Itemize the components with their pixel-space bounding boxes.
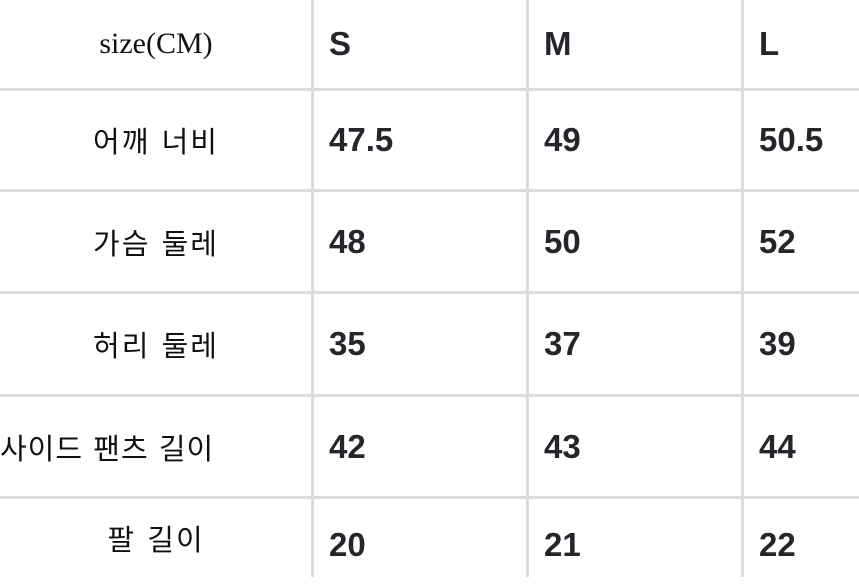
row-label-waist: 허리 둘레 xyxy=(93,329,219,363)
cell-value: 50.5 xyxy=(759,121,824,158)
column-divider xyxy=(311,0,314,577)
row-label-chest: 가슴 둘레 xyxy=(93,226,219,261)
column-divider xyxy=(741,0,744,577)
header-m: M xyxy=(544,25,572,62)
cell-value: 49 xyxy=(544,121,581,158)
row-divider xyxy=(0,394,859,397)
header-s: S xyxy=(329,25,352,62)
row-divider xyxy=(0,291,859,294)
row-label-side-pants-length: 사이드 팬츠 길이 xyxy=(0,431,215,466)
cell-value: 48 xyxy=(329,222,366,260)
cell-value: 42 xyxy=(329,427,366,465)
row-label-shoulder: 어깨 너비 xyxy=(93,125,219,159)
header-l: L xyxy=(759,25,780,62)
row-divider xyxy=(0,189,859,192)
cell-value: 35 xyxy=(329,325,366,362)
row-divider xyxy=(0,496,859,499)
column-divider xyxy=(526,0,529,577)
cell-value: 39 xyxy=(759,325,796,362)
cell-value: 47.5 xyxy=(329,121,394,158)
cell-value: 21 xyxy=(544,526,581,563)
cell-value: 50 xyxy=(544,222,581,260)
cell-value: 43 xyxy=(544,427,581,465)
row-divider xyxy=(0,88,859,91)
cell-value: 20 xyxy=(329,526,366,563)
row-label-sleeve-length: 팔 길이 xyxy=(107,523,205,557)
cell-value: 44 xyxy=(759,427,796,465)
header-size-label: size(CM) xyxy=(99,27,213,60)
cell-value: 22 xyxy=(759,526,796,563)
cell-value: 37 xyxy=(544,325,581,362)
cell-value: 52 xyxy=(759,222,796,260)
